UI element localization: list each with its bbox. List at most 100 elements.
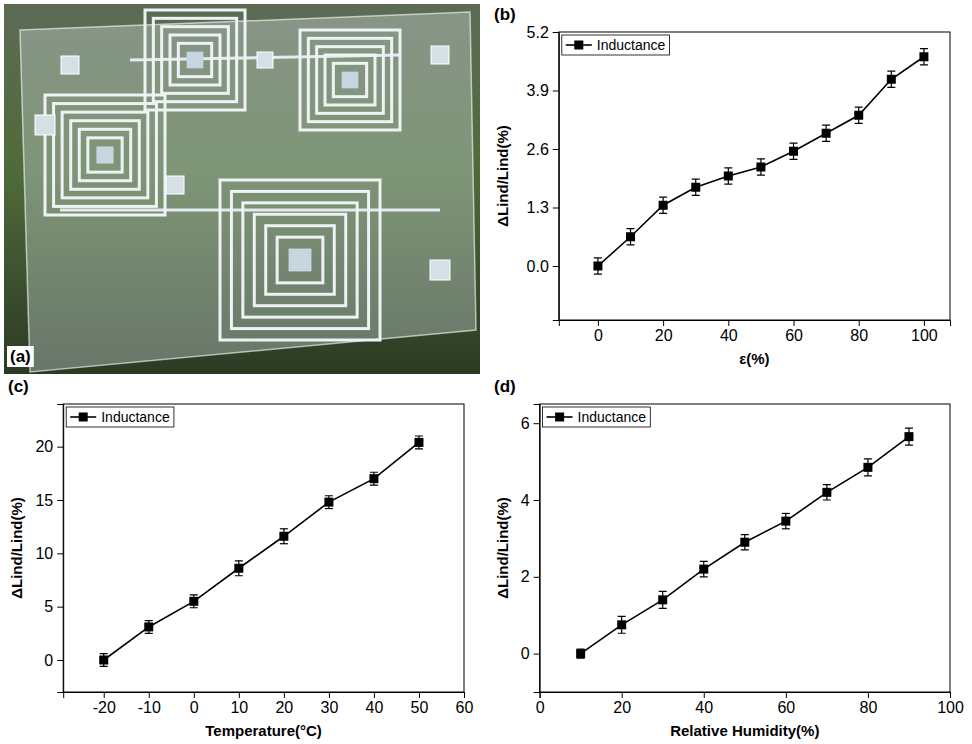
coil-pad [96,146,113,163]
tick-label: 0 [536,699,545,716]
coil-turn [317,47,384,114]
figure: (a)(b)0204060801000.01.32.63.95.2ε(%)ΔLi… [0,0,972,744]
error-cap [920,48,928,49]
data-point [279,532,288,541]
error-cap [415,435,423,436]
legend-label: Inductance [597,37,666,53]
tick-mark [704,692,705,698]
tick-mark [57,607,63,608]
data-point [626,232,635,241]
tick-mark [553,91,559,92]
tick-label: 4 [521,492,530,509]
y-axis-title: ΔLind/Lind(%) [494,497,511,599]
error-bar [627,229,635,245]
data-point [617,620,626,629]
y-tick: 6 [521,415,540,432]
data-point [854,111,863,120]
tick-mark [553,149,559,150]
tick-mark [419,692,420,698]
coil-turn [45,95,165,215]
error-cap [627,244,635,245]
x-tick: 100 [911,320,938,344]
x-tick: 80 [860,692,878,716]
plot-marks [576,428,913,658]
y-tick: 1.3 [527,199,559,216]
data-point [414,438,423,447]
tick-mark [534,500,540,501]
y-axis: 0 2 4 6 [521,405,540,693]
coil-turn [153,18,236,101]
spiral-inductor [300,30,400,130]
coil-turn [220,180,380,340]
data-point [659,201,668,210]
plot-marks [99,436,423,666]
error-bar [822,125,830,141]
tick-mark [859,320,860,326]
error-bar [100,654,108,667]
coil-turn [254,214,345,305]
coil-turn [62,112,148,198]
tick-label: 2 [521,568,530,585]
coil-turn [300,30,400,130]
x-tick: 40 [720,320,738,344]
contact-pad [61,56,79,74]
x-axis: -20-100102030405060 [64,692,474,716]
tick-mark [57,500,63,501]
error-cap [618,616,626,617]
error-cap [782,513,790,514]
coil-turn [243,203,357,317]
x-axis: 020406080100 [536,692,964,716]
data-point [691,183,700,192]
coil-turn [54,104,157,207]
tick-label: 0 [521,645,530,662]
tick-label: 100 [937,699,964,716]
error-bar [741,535,749,550]
coil-pad [342,72,359,89]
error-cap [822,141,830,142]
coil-turn [88,138,122,172]
error-bar [659,591,667,608]
error-bar [659,197,667,213]
tick-label: 3.9 [527,82,549,99]
error-cap [594,274,602,275]
error-cap [741,549,749,550]
tick-label: 10 [35,545,53,562]
tick-label: 20 [35,438,53,455]
coil-pad [289,249,312,272]
tick-mark [868,692,869,698]
chart-panel: (b)0204060801000.01.32.63.95.2ε(%)ΔLind/… [494,5,951,367]
tick-label: -10 [138,699,161,716]
y-tick: 2 [521,568,540,585]
y-tick: 0.0 [527,258,559,275]
y-tick: 0 [44,652,63,669]
legend-label: Inductance [578,409,647,425]
axis-line [64,693,465,699]
data-point [234,564,243,573]
tick-mark [534,654,540,655]
coil-turn [325,55,375,105]
panel-label: (a) [10,347,31,366]
axis-line [534,405,541,693]
error-bar [618,616,626,633]
tick-mark [149,692,150,698]
tick-label: 15 [35,492,53,509]
error-bar [145,621,153,634]
y-tick: 2.6 [527,141,559,158]
y-tick: 0 [521,645,540,662]
coil-turn [178,43,211,76]
data-point [189,597,198,606]
tick-mark [534,577,540,578]
error-cap [659,197,667,198]
tick-label: 50 [411,699,429,716]
data-point [658,595,667,604]
error-cap [741,534,749,535]
tick-label: 6 [521,415,530,432]
y-axis-title: ΔLind/Lind(%) [8,497,25,599]
legend-box [562,35,670,55]
plot-frame [63,404,464,692]
tick-mark [728,320,729,326]
data-point [822,129,831,138]
substrate [20,12,476,372]
coil-turn [162,27,229,94]
error-bar [190,595,198,608]
